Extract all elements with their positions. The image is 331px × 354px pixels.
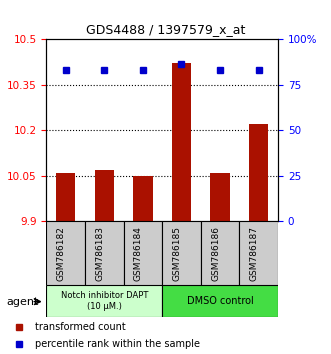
Text: DMSO control: DMSO control [187, 296, 254, 306]
Text: GSM786187: GSM786187 [250, 226, 259, 281]
Text: transformed count: transformed count [34, 322, 125, 332]
Bar [56, 173, 75, 221]
FancyBboxPatch shape [85, 221, 123, 285]
FancyBboxPatch shape [123, 221, 162, 285]
FancyBboxPatch shape [46, 221, 85, 285]
Bar [172, 63, 191, 221]
FancyBboxPatch shape [201, 221, 239, 285]
Text: GSM786185: GSM786185 [172, 226, 181, 281]
Bar [133, 176, 153, 221]
Text: GSM786182: GSM786182 [57, 226, 66, 281]
Bar [95, 170, 114, 221]
Text: GSM786184: GSM786184 [134, 226, 143, 281]
FancyBboxPatch shape [46, 285, 162, 317]
Bar [211, 173, 230, 221]
Text: Notch inhibitor DAPT
(10 μM.): Notch inhibitor DAPT (10 μM.) [61, 291, 148, 310]
Text: GSM786183: GSM786183 [95, 226, 104, 281]
FancyBboxPatch shape [239, 221, 278, 285]
Text: GSM786186: GSM786186 [211, 226, 220, 281]
Text: percentile rank within the sample: percentile rank within the sample [34, 339, 200, 349]
Text: GDS4488 / 1397579_x_at: GDS4488 / 1397579_x_at [86, 23, 245, 36]
Text: agent: agent [7, 297, 39, 307]
FancyBboxPatch shape [162, 221, 201, 285]
FancyBboxPatch shape [162, 285, 278, 317]
Bar [249, 124, 268, 221]
